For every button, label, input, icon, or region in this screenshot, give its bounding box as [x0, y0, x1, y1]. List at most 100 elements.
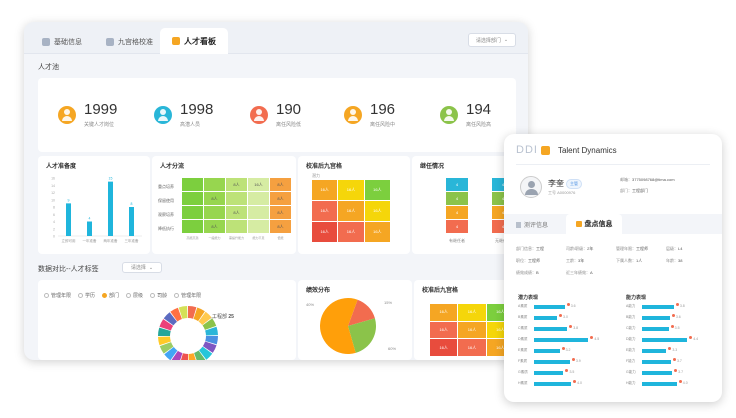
nine-grid-cell: 16人: [338, 201, 364, 221]
nine-grid-cell: 16人: [364, 201, 390, 221]
tag-options: 管理年限 学历 部门 层级 司龄 管理年限: [44, 285, 208, 303]
bar-label: E素质: [518, 348, 528, 352]
bar-marker: [569, 325, 573, 328]
info-key: 层级：: [666, 246, 678, 251]
chevron-down-icon: ⌄: [148, 264, 154, 271]
bar-score: 4.5: [594, 337, 600, 341]
distribution-cell: [182, 220, 203, 233]
stat-value: 194: [466, 101, 492, 118]
radio-icon: [174, 293, 180, 298]
stat-label: 离任风险低: [276, 122, 302, 128]
tab-basic-info[interactable]: 基础信息: [34, 30, 90, 54]
distribution-row-label: 重点培养: [158, 183, 174, 189]
nine-grid-cell: 16人: [458, 321, 486, 339]
info-key: 近三年绩效：: [566, 270, 590, 275]
info-value: 38: [678, 258, 683, 263]
ability-bars: A能力 3.8 B能力 3.6 C能力 3.5 D能力 4.4 E能力 3.3 F能力 3.7 G能力 3…: [626, 303, 718, 394]
tab-inventory-info[interactable]: 盘点信息: [566, 214, 622, 234]
employee-name: 李奎: [548, 179, 564, 188]
donut-segment: [194, 350, 206, 360]
y-tick-label: 2: [53, 227, 55, 231]
info-key: 绩效成绩：: [516, 270, 536, 275]
person-body: [444, 116, 454, 121]
tag-option-radio[interactable]: 司龄: [150, 292, 167, 299]
department-select[interactable]: 请选择部门 ⌄: [468, 33, 516, 47]
donut-segment: [159, 319, 174, 331]
donut-segment: [159, 342, 174, 354]
succession-value-label: 4: [502, 224, 505, 229]
bar-score: 3.6: [675, 315, 681, 319]
tag-option-radio[interactable]: 管理年限: [174, 292, 201, 299]
tab-talent-dashboard[interactable]: 人才看板: [160, 28, 228, 54]
distribution-col-label: 高能高潜: [186, 236, 199, 240]
bar-fill: [534, 371, 564, 375]
bar-fill: [534, 382, 572, 386]
compare-select[interactable]: 请选择 ⌄: [122, 262, 162, 273]
nine-grid-cell: 16人: [430, 321, 458, 339]
info-key: 年龄：: [666, 258, 678, 263]
donut-segment: [171, 350, 183, 360]
tag-option-radio[interactable]: 层级: [126, 292, 143, 299]
potential-bars: A素质 3.6 B素质 3.0 C素质 3.8 D素质 4.5 E素质 3.2 F素质 3.9 G素质 3…: [518, 303, 618, 394]
donut-callout: 工程部 25: [212, 314, 234, 320]
role-badge: 主管: [566, 179, 582, 189]
compare-title: 数据对比--人才标签: [38, 266, 99, 273]
radio-icon: [44, 293, 49, 298]
bar-fill: [534, 360, 570, 364]
distribution-panel: 人才分流 重点培养 8人 16人 8人 保留使用 8人 8人 观察培养 8人 8人 降低执行 8人 8人…: [152, 156, 296, 254]
info-item: 工龄：3年: [566, 258, 584, 264]
bar-marker: [590, 336, 594, 339]
donut-segment: [198, 311, 212, 325]
radio-icon: [78, 293, 84, 298]
tag-option-radio[interactable]: 部门: [102, 292, 119, 299]
distribution-cell: 8人: [270, 192, 291, 205]
card-header: DDI Talent Dynamics: [516, 144, 617, 156]
info-item: 下属人数：1人: [616, 258, 642, 264]
nine-grid-cell: 16人: [338, 180, 364, 200]
succession-label: 无继任者: [495, 237, 511, 243]
tag-option-radio[interactable]: 学历: [78, 292, 95, 299]
tab-grid-calibration[interactable]: 九宫格校准: [98, 30, 161, 54]
tab-assessment-info[interactable]: 测评信息: [516, 220, 548, 229]
radio-icon: [150, 293, 156, 298]
stat-text: 1998 高潜人员: [180, 102, 213, 129]
info-item: 部门信息：工程: [516, 246, 544, 252]
talent-pool-stats: 1999 关键人才岗位 1998 高潜人员 190 离任风险低 196 离任风险中 194 离任风…: [38, 78, 516, 152]
info-value: L4: [678, 246, 683, 251]
nine-grid-cell: 16人: [312, 201, 338, 221]
donut-segment: [163, 312, 177, 326]
bar-score: 3.9: [575, 359, 581, 363]
radio-label: 层级: [133, 293, 144, 299]
radio-label: 学历: [85, 293, 96, 299]
stat-value: 1999: [84, 101, 118, 118]
x-tick-label: 两年准备: [104, 238, 118, 243]
bar-fill: [642, 338, 688, 342]
distribution-title: 人才分流: [160, 164, 185, 170]
chevron-down-icon: ⌄: [503, 37, 509, 43]
bar-marker: [561, 347, 565, 350]
bar-label: A能力: [626, 304, 636, 308]
info-value: 工程师: [636, 246, 648, 251]
bar-score: 3.7: [678, 370, 684, 374]
bar-value-label: 9: [68, 198, 70, 202]
distribution-cell: 8人: [226, 178, 247, 191]
tag-option-radio[interactable]: 管理年限: [44, 292, 71, 299]
donut-segment: [164, 347, 178, 360]
succession-value-label: 4: [502, 210, 505, 215]
bar-fill: [642, 327, 669, 331]
bar-value-label: 8: [131, 202, 133, 206]
bar-marker: [671, 314, 675, 317]
distribution-grid: 重点培养 8人 16人 8人 保留使用 8人 8人 观察培养 8人 8人 降低执行 8人 8人 高能高潜一…: [158, 178, 292, 246]
bar-label: B素质: [518, 315, 528, 319]
radio-label: 部门: [109, 293, 120, 299]
stat-value: 196: [370, 101, 396, 118]
calibrated-grid-title: 校准后九宫格: [306, 164, 343, 170]
info-value: A: [590, 270, 593, 275]
person-body: [158, 116, 168, 121]
nine-grid-cell: 16人: [364, 222, 390, 242]
distribution-col-label: 一般能力: [208, 236, 221, 240]
stat-item: 1999 关键人才岗位: [58, 78, 117, 152]
y-tick-label: 10: [51, 198, 55, 202]
bar-label: D能力: [626, 337, 636, 341]
info-key: 司龄/职级：: [566, 246, 588, 251]
